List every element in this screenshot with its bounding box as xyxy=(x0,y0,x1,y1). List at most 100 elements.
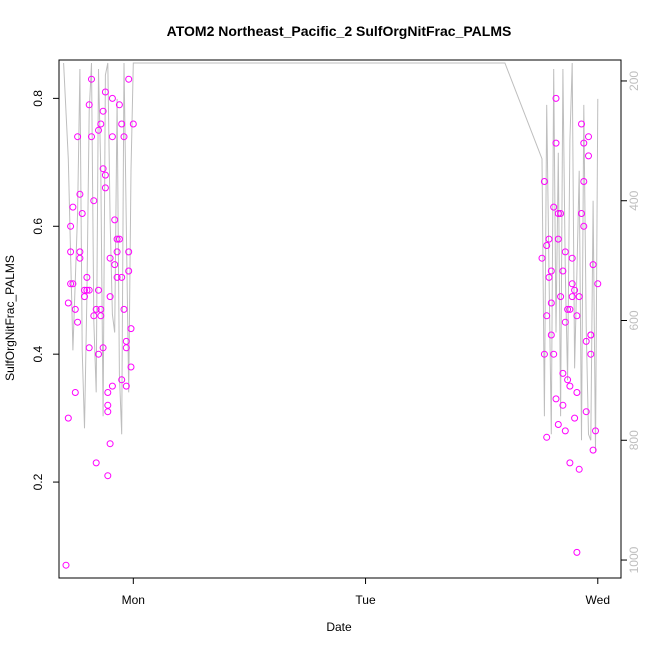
data-point xyxy=(113,235,121,243)
data-point xyxy=(113,273,121,281)
data-point xyxy=(554,235,562,243)
data-point xyxy=(559,267,567,275)
data-point xyxy=(118,376,126,384)
data-point xyxy=(74,133,82,141)
data-point xyxy=(587,331,595,339)
y-tick-label: 0.2 xyxy=(31,473,45,490)
data-point xyxy=(552,395,560,403)
data-point xyxy=(543,242,551,249)
data-point xyxy=(115,235,123,243)
data-point xyxy=(585,152,592,160)
data-point xyxy=(104,472,112,480)
data-point xyxy=(561,318,569,326)
data-point xyxy=(580,222,588,230)
data-point xyxy=(564,305,572,313)
data-point xyxy=(108,382,116,390)
data-point xyxy=(76,248,84,256)
data-point xyxy=(67,280,75,288)
data-point xyxy=(69,203,77,211)
data-point xyxy=(76,254,84,262)
data-point xyxy=(85,286,93,294)
data-point xyxy=(573,312,581,320)
data-point xyxy=(111,261,119,269)
data-point xyxy=(554,210,562,217)
data-point xyxy=(108,133,116,141)
x-axis-label: Date xyxy=(326,620,352,634)
data-point xyxy=(561,427,569,435)
data-point xyxy=(129,120,137,128)
data-point xyxy=(552,139,560,147)
data-point xyxy=(101,184,109,192)
data-point xyxy=(573,548,581,556)
data-point xyxy=(115,101,123,109)
y-tick-label: 0.4 xyxy=(31,346,45,363)
data-point xyxy=(571,286,579,294)
data-point xyxy=(575,293,583,301)
data-point xyxy=(561,248,569,256)
data-point xyxy=(92,459,100,467)
data-point xyxy=(545,273,553,281)
data-point xyxy=(589,446,597,454)
data-point xyxy=(547,267,555,275)
data-point xyxy=(106,440,114,448)
data-point xyxy=(568,254,576,262)
data-point xyxy=(580,178,588,185)
data-point xyxy=(106,254,114,262)
data-point xyxy=(71,305,79,313)
chart-title: ATOM2 Northeast_Pacific_2 SulfOrgNitFrac… xyxy=(167,23,512,39)
data-point xyxy=(88,75,95,83)
plot-frame xyxy=(58,59,622,579)
data-point xyxy=(568,293,576,301)
data-point xyxy=(122,337,130,345)
data-point xyxy=(120,305,128,313)
data-point xyxy=(575,465,583,473)
data-point xyxy=(538,254,546,262)
data-point xyxy=(83,286,91,294)
data-point xyxy=(543,433,551,441)
data-point xyxy=(95,350,102,358)
data-point xyxy=(125,267,133,275)
data-point xyxy=(578,210,585,217)
data-point xyxy=(92,305,100,313)
data-point xyxy=(540,350,548,358)
data-point xyxy=(564,376,572,384)
x-tick-label: Tue xyxy=(355,593,376,607)
data-point xyxy=(81,293,88,301)
data-point xyxy=(111,216,119,224)
data-point xyxy=(64,414,72,422)
data-point xyxy=(582,337,590,345)
data-point xyxy=(547,299,555,307)
data-point xyxy=(543,312,551,320)
data-point xyxy=(67,222,75,230)
data-point xyxy=(578,120,585,128)
data-point xyxy=(104,401,112,409)
data-point xyxy=(122,382,130,390)
data-point xyxy=(550,203,558,211)
data-point xyxy=(108,94,116,102)
data-point xyxy=(113,248,121,256)
data-point xyxy=(559,401,567,409)
data-point xyxy=(592,427,599,435)
data-point xyxy=(101,171,109,179)
data-point xyxy=(64,299,72,307)
data-point xyxy=(566,305,574,313)
data-point xyxy=(554,421,562,428)
data-point xyxy=(552,94,560,102)
data-point xyxy=(568,280,576,288)
data-point xyxy=(78,210,86,217)
y-tick-label: 0.8 xyxy=(31,90,45,107)
data-point xyxy=(101,88,109,96)
data-point xyxy=(589,261,597,269)
y-tick-label: 0.6 xyxy=(31,218,45,235)
data-point xyxy=(67,248,75,256)
data-point xyxy=(585,133,592,141)
data-point xyxy=(69,280,77,288)
data-point xyxy=(550,350,558,358)
data-point xyxy=(99,344,107,352)
data-point xyxy=(99,165,107,173)
data-point xyxy=(594,280,602,288)
data-point xyxy=(566,459,574,467)
data-point xyxy=(547,331,555,339)
data-point xyxy=(83,273,91,281)
